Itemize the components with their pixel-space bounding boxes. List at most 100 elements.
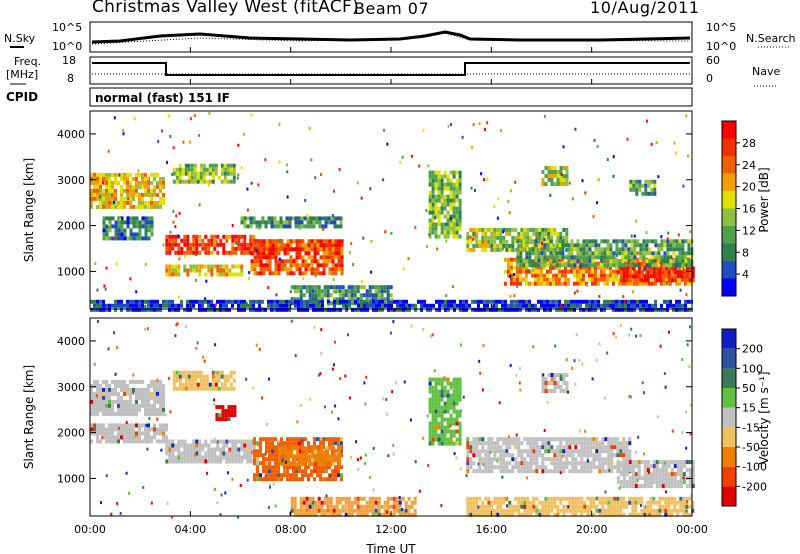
heatmap-cell-power-14 [135, 299, 138, 304]
heatmap-cell-velocity-1 [249, 451, 253, 456]
heatmap-cell-velocity-3 [259, 441, 262, 446]
heatmap-cell-power-4 [196, 175, 200, 180]
heatmap-cell-power-4 [181, 167, 185, 172]
heatmap-cell-power-13 [678, 239, 682, 244]
heatmap-cell-velocity-8 [643, 480, 647, 485]
heatmap-cell-power-0 [132, 184, 135, 189]
heatmap-cell-velocity-2 [211, 386, 215, 391]
heatmap-cell-power-5 [225, 264, 229, 269]
heatmap-speckle-power [122, 129, 125, 132]
heatmap-cell-power-11 [677, 281, 681, 286]
heatmap-cell-velocity-7 [610, 437, 614, 442]
heatmap-cell-velocity-6 [431, 401, 435, 406]
heatmap-cell-power-14 [429, 307, 432, 312]
heatmap-cell-power-13 [621, 247, 625, 252]
heatmap-cell-velocity-2 [199, 370, 203, 375]
heatmap-cell-velocity-7 [592, 465, 596, 470]
heatmap-cell-velocity-9 [472, 508, 476, 513]
heatmap-cell-power-3 [295, 243, 299, 248]
heatmap-cell-power-6 [259, 247, 263, 252]
heatmap-cell-power-7 [309, 216, 313, 221]
heatmap-cell-power-0 [99, 180, 102, 185]
heatmap-cell-power-1 [102, 228, 106, 233]
heatmap-cell-velocity-8 [685, 460, 689, 465]
heatmap-cell-velocity-10 [299, 500, 303, 505]
heatmap-cell-velocity-1 [183, 451, 187, 456]
heatmap-cell-velocity-7 [604, 437, 608, 442]
heatmap-cell-power-13 [603, 255, 607, 260]
heatmap-cell-power-2 [222, 246, 226, 251]
heatmap-cell-power-9 [428, 178, 432, 183]
heatmap-cell-power-7 [285, 224, 289, 229]
heatmap-cell-power-13 [666, 259, 670, 264]
heatmap-cell-power-9 [428, 198, 432, 203]
heatmap-cell-velocity-1 [207, 447, 211, 452]
heatmap-cell-power-0 [144, 192, 147, 197]
heatmap-cell-power-2 [165, 234, 169, 239]
heatmap-cell-power-15 [565, 166, 569, 170]
heatmap-cell-power-14 [387, 299, 390, 304]
heatmap-cell-velocity-2 [211, 374, 215, 379]
heatmap-cell-power-6 [289, 243, 293, 248]
heatmap-cell-power-13 [666, 243, 670, 248]
heatmap-cell-power-6 [286, 251, 290, 256]
heatmap-cell-velocity-0 [162, 403, 165, 408]
heatmap-cell-power-1 [111, 224, 115, 229]
heatmap-cell-power-2 [180, 250, 184, 255]
heatmap-cell-power-2 [246, 242, 250, 247]
heatmap-cell-power-10 [502, 239, 506, 244]
heatmap-cell-power-9 [434, 222, 438, 227]
heatmap-cell-power-8 [356, 297, 360, 302]
heatmap-cell-power-6 [301, 247, 305, 252]
heatmap-cell-power-10 [469, 239, 473, 244]
heatmap-cell-velocity-6 [434, 377, 438, 382]
heatmap-cell-velocity-4 [320, 454, 324, 459]
heatmap-cell-power-0 [105, 180, 108, 185]
heatmap-cell-power-13 [609, 243, 613, 248]
heatmap-cell-velocity-3 [304, 473, 307, 478]
heatmap-cell-velocity-0 [99, 403, 102, 408]
heatmap-cell-power-14 [129, 307, 132, 312]
heatmap-cell-power-4 [229, 179, 233, 184]
heatmap-cell-velocity-10 [317, 500, 321, 505]
heatmap-cell-velocity-9 [670, 508, 674, 513]
heatmap-cell-velocity-1 [240, 439, 244, 444]
heatmap-cell-power-6 [301, 239, 305, 244]
heatmap-cell-velocity-0 [123, 379, 126, 384]
heatmap-cell-power-11 [674, 281, 678, 286]
heatmap-cell-power-7 [276, 224, 280, 229]
heatmap-cell-power-8 [353, 293, 357, 298]
heatmap-cell-power-14 [114, 307, 117, 312]
heatmap-cell-power-13 [564, 263, 568, 268]
heatmap-cell-velocity-1 [192, 447, 196, 452]
heatmap-cell-power-13 [558, 247, 562, 252]
heatmap-cell-power-10 [511, 227, 515, 232]
heatmap-cell-velocity-9 [634, 500, 638, 505]
heatmap-cell-power-4 [220, 179, 224, 184]
heatmap-cell-velocity-6 [458, 425, 462, 430]
heatmap-cell-velocity-9 [589, 500, 593, 505]
heatmap-cell-velocity-6 [428, 409, 432, 414]
heatmap-cell-power-6 [313, 243, 317, 248]
heatmap-cell-velocity-0 [96, 387, 99, 392]
heatmap-cell-velocity-8 [655, 460, 659, 465]
heatmap-cell-power-5 [171, 272, 175, 277]
heatmap-cell-power-7 [327, 216, 331, 221]
heatmap-cell-power-4 [208, 163, 212, 168]
heatmap-cell-velocity-0 [117, 399, 120, 404]
heatmap-cell-power-10 [538, 231, 542, 236]
heatmap-cell-power-6 [334, 243, 338, 248]
heatmap-cell-velocity-1 [165, 459, 169, 464]
heatmap-cell-velocity-9 [547, 500, 551, 505]
heatmap-cell-power-12 [667, 278, 671, 283]
heatmap-cell-power-14 [444, 307, 447, 312]
heatmap-cell-velocity-10 [323, 496, 327, 501]
heatmap-speckle-power [509, 294, 512, 298]
heatmap-cell-power-14 [489, 299, 492, 304]
heatmap-cell-power-10 [487, 243, 491, 248]
heatmap-cell-power-14 [405, 303, 408, 308]
heatmap-cell-power-6 [322, 259, 326, 264]
heatmap-cell-power-14 [237, 299, 240, 304]
heatmap-speckle-power [214, 303, 217, 307]
heatmap-cell-power-9 [443, 182, 447, 187]
